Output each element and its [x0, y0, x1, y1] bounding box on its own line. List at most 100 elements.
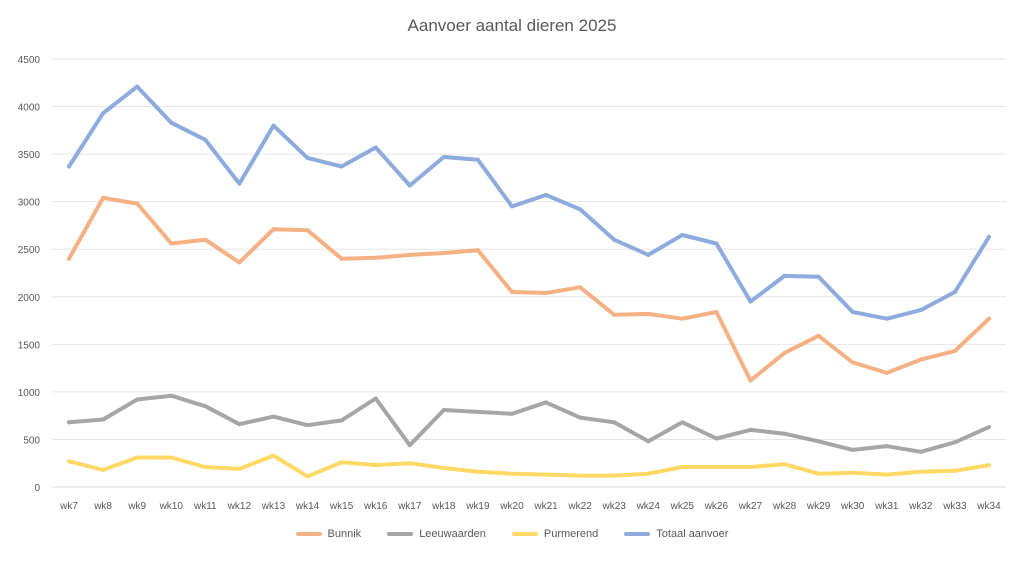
data-point [544, 400, 549, 405]
y-tick-label: 2000 [18, 293, 41, 304]
data-point [339, 418, 344, 423]
data-point [646, 439, 651, 444]
data-point [339, 164, 344, 169]
data-point [646, 252, 651, 257]
data-point [509, 411, 514, 416]
legend-label: Bunnik [327, 528, 362, 540]
x-tick-label: wk14 [295, 501, 320, 512]
series-line-purmerend [67, 453, 991, 479]
data-point [475, 409, 480, 414]
data-point [816, 471, 821, 476]
data-point [475, 469, 480, 474]
data-point [986, 463, 991, 468]
data-point [101, 195, 106, 200]
data-point [612, 420, 617, 425]
data-point [169, 241, 174, 246]
data-point [203, 404, 208, 409]
legend-item: Leeuwaarden [387, 528, 486, 540]
data-point [748, 299, 753, 304]
data-point [646, 471, 651, 476]
x-tick-label: wk15 [329, 501, 354, 512]
x-tick-label: wk10 [159, 501, 184, 512]
data-point [986, 316, 991, 321]
data-point [952, 440, 957, 445]
data-point [441, 251, 446, 256]
x-tick-label: wk8 [93, 501, 112, 512]
data-point [373, 145, 378, 150]
data-point [373, 396, 378, 401]
data-point [612, 312, 617, 317]
data-point [203, 465, 208, 470]
data-point [918, 308, 923, 313]
y-tick-label: 3500 [18, 150, 41, 161]
data-point [918, 449, 923, 454]
series-line-bunnik [67, 195, 991, 383]
x-tick-label: wk31 [874, 501, 899, 512]
data-point [509, 204, 514, 209]
data-point [714, 241, 719, 246]
data-point [952, 290, 957, 295]
x-tick-label: wk27 [738, 501, 763, 512]
x-tick-label: wk26 [704, 501, 729, 512]
data-point [441, 465, 446, 470]
data-point [305, 228, 310, 233]
data-point [305, 423, 310, 428]
data-point [714, 436, 719, 441]
x-tick-label: wk34 [976, 501, 1001, 512]
legend-swatch [624, 532, 651, 536]
data-point [884, 316, 889, 321]
data-point [748, 378, 753, 383]
data-point [407, 183, 412, 188]
x-tick-label: wk13 [261, 501, 286, 512]
legend-swatch [511, 532, 538, 536]
x-tick-label: wk23 [601, 501, 626, 512]
x-tick-label: wk7 [59, 501, 78, 512]
data-point [850, 360, 855, 365]
data-point [714, 309, 719, 314]
x-tick-label: wk16 [363, 501, 388, 512]
data-point [169, 455, 174, 460]
data-point [407, 443, 412, 448]
data-point [67, 420, 72, 425]
data-point [271, 123, 276, 128]
y-tick-label: 3000 [18, 198, 41, 209]
data-point [237, 181, 242, 186]
x-tick-label: wk17 [397, 501, 422, 512]
data-point [646, 311, 651, 316]
data-point [816, 439, 821, 444]
data-point [952, 468, 957, 473]
x-tick-label: wk9 [127, 501, 146, 512]
data-point [203, 137, 208, 142]
y-tick-label: 2500 [18, 245, 41, 256]
data-point [986, 425, 991, 430]
data-point [782, 273, 787, 278]
data-point [441, 407, 446, 412]
data-point [952, 348, 957, 353]
data-point [101, 467, 106, 472]
data-point [407, 252, 412, 257]
data-point [986, 234, 991, 239]
x-tick-label: wk22 [567, 501, 592, 512]
data-point [884, 370, 889, 375]
y-tick-label: 1500 [18, 340, 41, 351]
legend-item: Bunnik [295, 528, 362, 540]
data-point [441, 154, 446, 159]
data-point [237, 422, 242, 427]
legend-item: Totaal aanvoer [624, 528, 728, 540]
legend-label: Leeuwaarden [419, 528, 486, 540]
series-line-totaal-aanvoer [67, 84, 991, 321]
data-point [544, 193, 549, 198]
data-point [237, 260, 242, 265]
data-point [782, 431, 787, 436]
data-point [67, 164, 72, 169]
data-point [748, 427, 753, 432]
x-tick-label: wk29 [806, 501, 831, 512]
data-point [612, 473, 617, 478]
data-point [544, 290, 549, 295]
data-point [101, 111, 106, 116]
y-tick-label: 500 [23, 435, 40, 446]
x-tick-label: wk19 [465, 501, 490, 512]
x-tick-label: wk25 [670, 501, 695, 512]
